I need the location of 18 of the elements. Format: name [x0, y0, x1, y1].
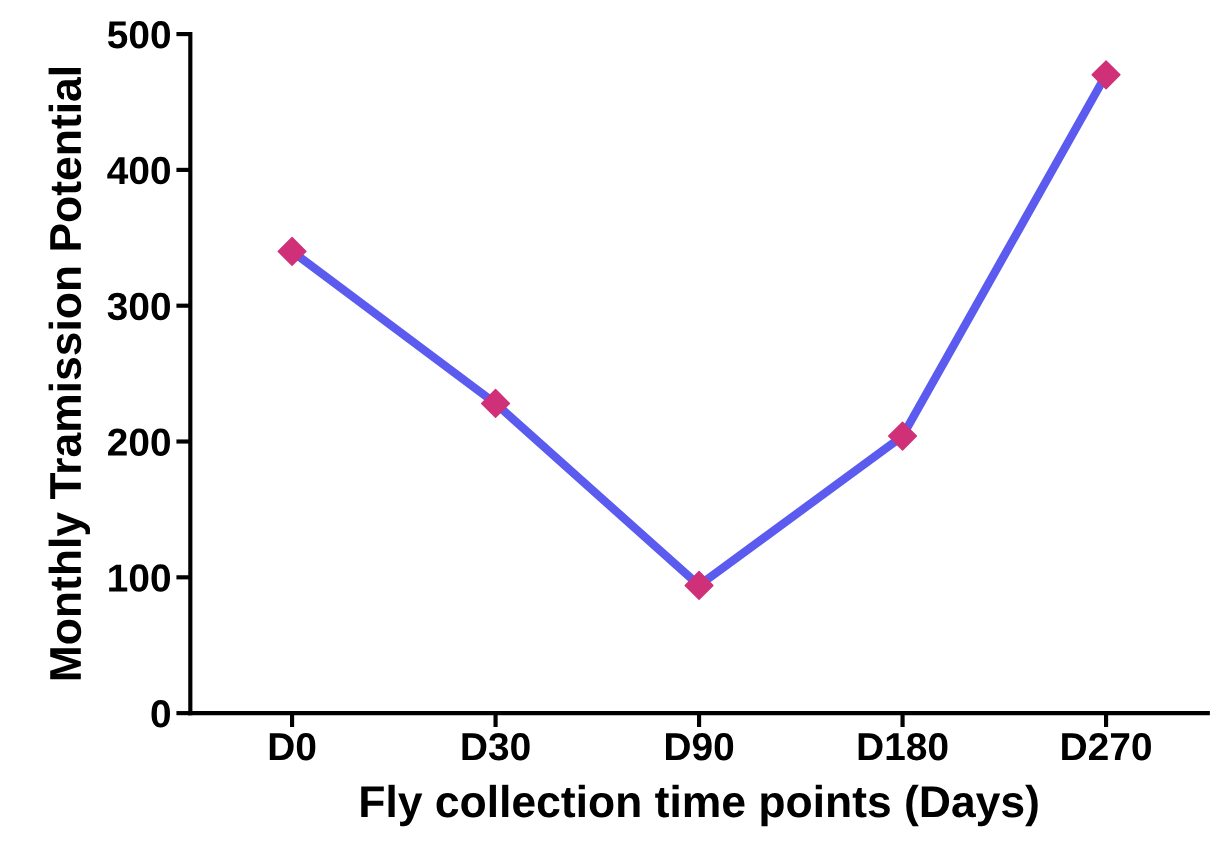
- x-axis-title: Fly collection time points (Days): [361, 784, 1038, 827]
- x-tick-label: D0: [269, 732, 316, 761]
- y-tick-label: 400: [107, 156, 170, 185]
- point: [1091, 60, 1121, 90]
- point: [480, 388, 511, 419]
- x-tick-label: D270: [1062, 732, 1151, 761]
- y-tick-label: 0: [151, 700, 170, 728]
- point: [887, 421, 918, 451]
- point: [684, 570, 714, 601]
- x-tick-label: D90: [665, 732, 734, 761]
- y-tick-label: 500: [107, 21, 170, 49]
- y-axis-title: Monthly Tramission Potential: [48, 68, 91, 680]
- x-tick-label: D30: [462, 732, 530, 761]
- x-tick-label: D180: [858, 732, 948, 761]
- point: [277, 236, 307, 266]
- y-tick-label: 200: [108, 428, 170, 456]
- y-tick-label: 300: [107, 292, 170, 321]
- y-tick-label: 100: [109, 564, 170, 592]
